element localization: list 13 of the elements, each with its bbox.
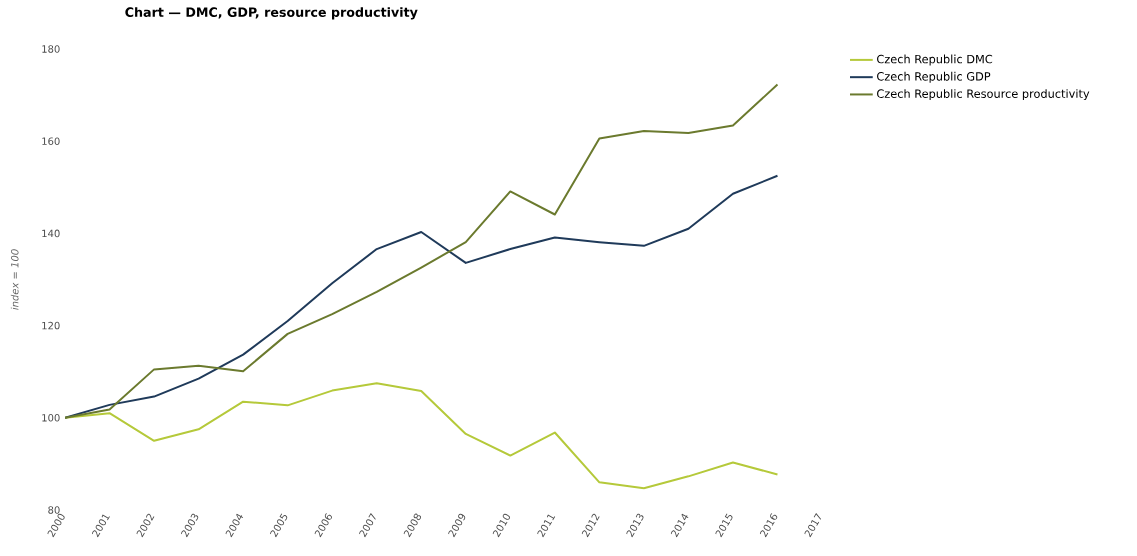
legend-label: Czech Republic GDP: [877, 71, 991, 83]
y-tick-label: 140: [42, 229, 60, 238]
chart-title: Chart — DMC, GDP, resource productivity: [125, 7, 418, 20]
y-axis-title: index = 100: [10, 249, 19, 310]
legend-label: Czech Republic DMC: [877, 54, 993, 66]
y-tick-label: 80: [48, 506, 60, 514]
y-tick-label: 160: [42, 137, 60, 145]
line-series: [65, 83, 779, 419]
legend-label: Czech Republic Resource productivity: [877, 89, 1090, 101]
line-series: [65, 382, 779, 490]
y-tick-label: 180: [42, 45, 60, 53]
y-tick-label: 120: [42, 321, 60, 330]
y-tick-label: 100: [42, 414, 60, 422]
